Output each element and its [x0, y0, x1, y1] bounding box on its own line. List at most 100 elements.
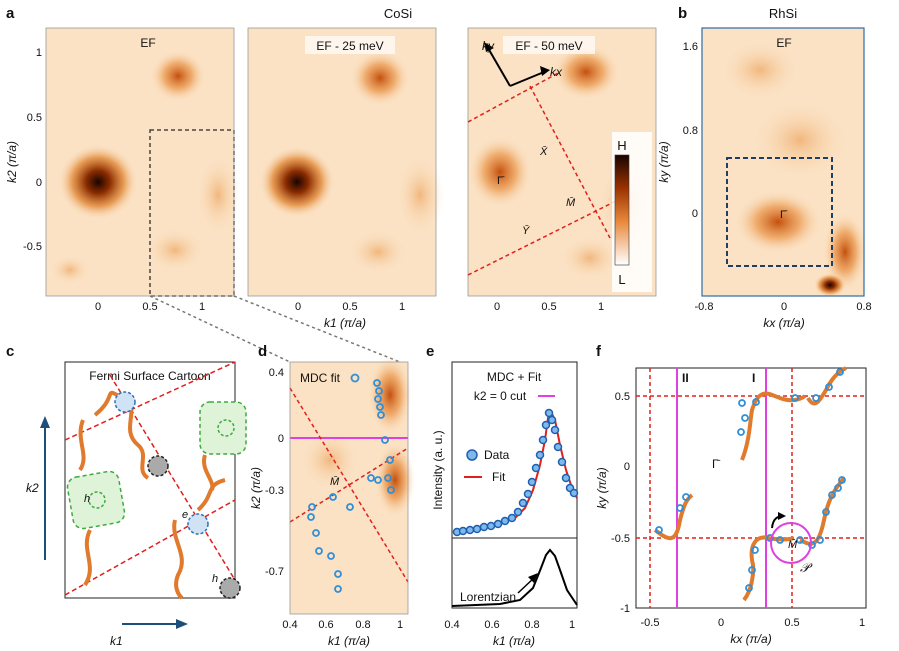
axis-ky-label: ky [482, 39, 495, 53]
panel-d-m: M̄ [330, 475, 340, 488]
legend-fit: Fit [492, 470, 506, 484]
point-x: X̄ [539, 145, 548, 158]
svg-text:1: 1 [399, 301, 405, 313]
svg-text:1: 1 [569, 619, 575, 631]
panel-e-xlabel: k1 (π/a) [493, 634, 535, 648]
panel-b-map: EF Γ̄ [701, 27, 867, 297]
panel-a-ylabel: k2 (π/a) [5, 141, 19, 183]
panel-f-plot: II I Γ̄ M̄ 𝒫 [635, 366, 867, 609]
point-y: Ȳ [522, 225, 530, 237]
colorbar-low: L [618, 272, 625, 287]
svg-text:0: 0 [95, 301, 101, 313]
svg-text:0: 0 [781, 301, 787, 313]
svg-text:0.4: 0.4 [269, 367, 284, 379]
panel-a-map-ef: EF [45, 27, 240, 297]
svg-text:-1: -1 [620, 603, 630, 615]
svg-text:0: 0 [36, 177, 42, 189]
panel-label-f: f [596, 343, 602, 360]
lorentzian-label: Lorentzian [460, 590, 516, 604]
svg-text:0: 0 [278, 433, 284, 445]
panel-a-map-25mev: EF - 25 meV [247, 27, 444, 297]
panel-f-xticks: -0.5 0 0.5 1 [641, 617, 866, 629]
panel-d-yticks: 0.4 0 -0.3 -0.7 [265, 367, 284, 578]
panel-a-title: CoSi [384, 6, 412, 21]
panel-e-xticks: 0.4 0.6 0.8 1 [444, 619, 575, 631]
panel-c-cartoon: Fermi Surface Cartoon h e h [64, 361, 247, 600]
panel-label-c: c [6, 343, 14, 360]
svg-text:0: 0 [624, 461, 630, 473]
svg-text:0: 0 [718, 617, 724, 629]
connector-left [149, 295, 291, 363]
label-h2: h [212, 573, 218, 585]
colorbar [614, 154, 630, 266]
panel-a-yticks: 1 0.5 0 -0.5 [23, 47, 42, 253]
panel-e-title2: k2 = 0 cut [474, 389, 527, 403]
label-h1: h [84, 493, 90, 505]
panel-b-xlabel: kx (π/a) [763, 316, 804, 330]
svg-text:0.5: 0.5 [142, 301, 157, 313]
svg-text:0.5: 0.5 [27, 112, 42, 124]
svg-text:1: 1 [598, 301, 604, 313]
svg-text:1.6: 1.6 [683, 41, 698, 53]
region-i: I [752, 371, 755, 385]
svg-text:0: 0 [494, 301, 500, 313]
panel-d-legend: MDC fit [300, 371, 341, 385]
panel-a-map-50mev: ky kx EF - 50 meV Γ̄ X̄ M̄ Ȳ H L [467, 27, 657, 297]
panel-b-sublabel: EF [776, 36, 791, 50]
label-e: e [182, 509, 188, 521]
panel-c-ylabel: k2 [26, 481, 39, 495]
sublabel-50mev: EF - 50 meV [515, 39, 582, 53]
svg-text:0.5: 0.5 [784, 617, 799, 629]
panel-f-ylabel: ky (π/a) [595, 467, 609, 508]
sublabel-ef: EF [140, 36, 155, 50]
svg-text:0.6: 0.6 [484, 619, 499, 631]
svg-text:-0.5: -0.5 [611, 533, 630, 545]
svg-text:0.4: 0.4 [282, 619, 297, 631]
svg-text:0: 0 [295, 301, 301, 313]
svg-text:1: 1 [36, 47, 42, 59]
panel-b-yticks: 1.6 0.8 0 [683, 41, 698, 220]
svg-text:-0.8: -0.8 [695, 301, 714, 313]
svg-text:-0.3: -0.3 [265, 485, 284, 497]
panel-b-title: RhSi [769, 6, 797, 21]
panel-a-xticks: 0 0.5 1 0 0.5 1 0 0.5 1 [95, 301, 604, 313]
panel-label-d: d [258, 343, 267, 360]
panel-b-gamma: Γ̄ [780, 209, 788, 221]
panel-f-xlabel: kx (π/a) [730, 632, 771, 646]
svg-text:1: 1 [397, 619, 403, 631]
svg-text:-0.5: -0.5 [641, 617, 660, 629]
panel-f-gamma: Γ̄ [712, 457, 721, 471]
svg-text:-0.7: -0.7 [265, 566, 284, 578]
panel-label-a: a [6, 5, 15, 22]
svg-text:0.8: 0.8 [856, 301, 871, 313]
sublabel-25mev: EF - 25 meV [316, 39, 383, 53]
svg-text:1: 1 [199, 301, 205, 313]
panel-d-ylabel: k2 (π/a) [249, 467, 263, 509]
panel-b-xticks: -0.8 0 0.8 [695, 301, 872, 313]
panel-d-xlabel: k1 (π/a) [328, 634, 370, 648]
panel-d-xticks: 0.4 0.6 0.8 1 [282, 619, 403, 631]
legend-data: Data [484, 448, 510, 462]
region-ii: II [682, 371, 689, 385]
colorbar-high: H [617, 138, 626, 153]
svg-text:0.8: 0.8 [355, 619, 370, 631]
svg-text:0.5: 0.5 [615, 391, 630, 403]
svg-text:0.4: 0.4 [444, 619, 459, 631]
panel-f-yticks: 0.5 0 -0.5 -1 [611, 391, 630, 615]
panel-c-title: Fermi Surface Cartoon [89, 369, 210, 383]
svg-text:0.6: 0.6 [318, 619, 333, 631]
panel-d-map: M̄ MDC fit [289, 355, 415, 615]
svg-text:0: 0 [692, 208, 698, 220]
panel-label-b: b [678, 5, 687, 22]
svg-text:0.8: 0.8 [683, 125, 698, 137]
svg-text:0.5: 0.5 [342, 301, 357, 313]
panel-b-ylabel: ky (π/a) [657, 141, 671, 182]
axis-kx-label: kx [550, 65, 563, 79]
svg-text:0.5: 0.5 [541, 301, 556, 313]
panel-c-xlabel: k1 [110, 634, 123, 648]
panel-e-title1: MDC + Fit [487, 370, 542, 384]
svg-text:0.8: 0.8 [524, 619, 539, 631]
panel-e-ylabel: Intensity (a. u.) [431, 430, 445, 509]
panel-e-plot: MDC + Fit k2 = 0 cut Data Fit Lorentzian [451, 361, 579, 609]
